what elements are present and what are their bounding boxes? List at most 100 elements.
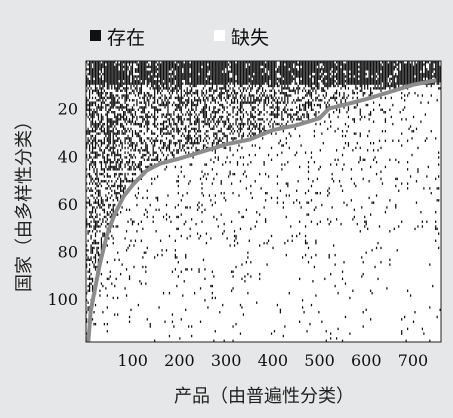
matrix-cell (245, 111, 248, 114)
matrix-cell (335, 108, 338, 112)
matrix-cell (254, 99, 256, 104)
matrix-cell (409, 175, 412, 178)
matrix-cell (191, 99, 193, 112)
matrix-cell (260, 91, 262, 95)
matrix-cell (102, 115, 104, 121)
matrix-cell (91, 277, 94, 283)
matrix-cell (260, 118, 262, 121)
matrix-cell (90, 134, 92, 140)
matrix-cell (389, 77, 391, 83)
matrix-cell (435, 211, 437, 214)
matrix-cell (165, 120, 168, 123)
matrix-cell (168, 132, 171, 135)
matrix-cell (236, 99, 239, 104)
matrix-cell (164, 120, 166, 123)
matrix-cell (248, 153, 250, 157)
matrix-cell (232, 122, 234, 126)
matrix-cell (219, 91, 221, 100)
matrix-cell (159, 63, 162, 85)
matrix-cell (293, 61, 295, 64)
matrix-cell (130, 91, 132, 95)
matrix-cell (134, 68, 137, 73)
matrix-cell (301, 306, 304, 309)
matrix-cell (278, 113, 280, 116)
matrix-cell (408, 127, 410, 131)
matrix-cell (109, 106, 111, 112)
matrix-cell (401, 118, 403, 121)
matrix-cell (420, 72, 422, 85)
matrix-cell (220, 213, 222, 216)
matrix-cell (223, 230, 225, 233)
matrix-cell (214, 122, 216, 126)
matrix-cell (134, 130, 137, 135)
matrix-cell (199, 287, 202, 290)
matrix-cell (436, 187, 438, 190)
matrix-cell (334, 91, 336, 95)
matrix-cell (377, 77, 379, 90)
matrix-cell (315, 111, 317, 119)
matrix-cell (257, 113, 259, 116)
matrix-cell (139, 134, 141, 142)
matrix-cell (140, 137, 142, 145)
matrix-cell (87, 222, 89, 226)
matrix-cell (193, 120, 196, 126)
matrix-cell (223, 96, 225, 100)
matrix-cell (398, 225, 400, 228)
matrix-cell (183, 175, 185, 178)
matrix-cell (262, 61, 264, 66)
matrix-cell (174, 249, 177, 252)
matrix-cell (106, 306, 108, 309)
matrix-cell (134, 120, 137, 126)
matrix-cell (321, 72, 323, 78)
matrix-cell (93, 196, 95, 200)
matrix-cell (229, 94, 231, 97)
matrix-cell (91, 318, 94, 321)
matrix-cell (201, 120, 203, 123)
matrix-cell (285, 91, 287, 97)
matrix-cell (344, 84, 347, 90)
matrix-cell (288, 87, 290, 92)
matrix-cell (177, 180, 179, 183)
matrix-cell (128, 244, 131, 247)
matrix-cell (242, 215, 245, 219)
matrix-cell (393, 75, 395, 90)
matrix-cell (309, 101, 311, 107)
matrix-cell (358, 80, 360, 85)
matrix-cell (230, 99, 233, 104)
matrix-cell (341, 134, 344, 138)
matrix-cell (183, 134, 185, 138)
matrix-cell (120, 139, 122, 145)
matrix-cell (313, 61, 316, 73)
matrix-cell (146, 137, 148, 140)
matrix-cell (174, 253, 177, 259)
matrix-cell (196, 137, 199, 145)
matrix-cell (266, 94, 268, 100)
matrix-cell (96, 122, 98, 131)
matrix-cell (118, 130, 120, 135)
matrix-cell (205, 134, 208, 138)
matrix-cell (389, 158, 391, 162)
matrix-cell (207, 61, 209, 64)
matrix-cell (127, 94, 129, 100)
matrix-cell (210, 120, 212, 123)
matrix-cell (86, 130, 88, 135)
matrix-cell (325, 91, 327, 97)
matrix-cell (406, 61, 409, 90)
matrix-cell (256, 89, 258, 95)
matrix-cell (114, 139, 116, 145)
matrix-cell (128, 99, 131, 102)
matrix-cell (131, 106, 134, 112)
matrix-cell (225, 61, 227, 69)
matrix-cell (257, 127, 259, 131)
matrix-cell (155, 137, 157, 142)
matrix-cell (86, 175, 88, 178)
matrix-cell (193, 111, 196, 114)
matrix-cell (230, 220, 233, 223)
matrix-cell (404, 94, 406, 97)
matrix-cell (170, 139, 172, 145)
matrix-cell (105, 287, 107, 290)
matrix-cell (94, 215, 97, 219)
matrix-cell (263, 206, 265, 209)
matrix-cell (99, 230, 101, 233)
matrix-cell (118, 191, 120, 195)
